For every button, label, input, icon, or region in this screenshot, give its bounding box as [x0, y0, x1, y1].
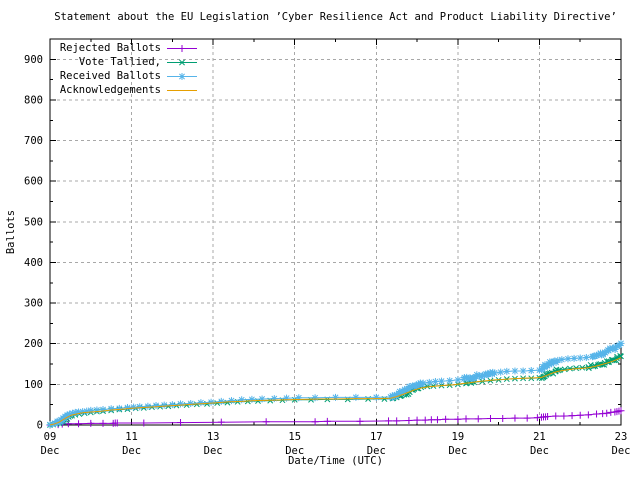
svg-text:09: 09 [44, 431, 57, 443]
legend-sample-line-cross [167, 59, 197, 65]
svg-text:Dec: Dec [204, 445, 223, 457]
svg-text:0: 0 [37, 420, 43, 432]
svg-text:17: 17 [370, 431, 383, 443]
svg-text:Dec: Dec [530, 445, 549, 457]
legend-sample-line-asterisk [167, 72, 197, 80]
svg-text:15: 15 [288, 431, 301, 443]
svg-text:19: 19 [452, 431, 465, 443]
svg-text:800: 800 [24, 94, 43, 106]
svg-text:Dec: Dec [122, 445, 141, 457]
svg-text:500: 500 [24, 216, 43, 228]
legend: Rejected Ballots Vote Tallied, Received Ba… [55, 41, 198, 97]
svg-text:11: 11 [125, 431, 138, 443]
legend-label: Acknowledgements [59, 84, 161, 96]
svg-text:13: 13 [207, 431, 220, 443]
svg-text:Dec: Dec [285, 445, 304, 457]
svg-text:23: 23 [615, 431, 628, 443]
tick-labels: 0 100 200 300 400 500 600 700 800 900 09 Dec 11 Dec 13… [24, 54, 630, 457]
legend-label: Vote Tallied, [78, 56, 161, 68]
legend-sample-line-plus [167, 44, 197, 52]
svg-text:Dec: Dec [41, 445, 60, 457]
legend-item-received-ballots: Received Ballots [55, 69, 198, 83]
y-axis-label: Ballots [5, 209, 17, 255]
svg-text:400: 400 [24, 257, 43, 269]
x-axis-label: Date/Time (UTC) [288, 455, 383, 467]
legend-label: Rejected Ballots [59, 42, 161, 54]
svg-text:300: 300 [24, 298, 43, 310]
legend-item-vote-tallied: Vote Tallied, [55, 55, 198, 69]
svg-text:600: 600 [24, 176, 43, 188]
series-received-ballots [46, 339, 625, 429]
svg-text:Dec: Dec [612, 445, 631, 457]
chart-title: Statement about the EU Legislation ’Cybe… [54, 11, 617, 23]
svg-text:100: 100 [24, 379, 43, 391]
svg-text:Dec: Dec [367, 445, 386, 457]
svg-text:700: 700 [24, 135, 43, 147]
legend-label: Received Ballots [59, 70, 161, 82]
series-acknowledgements [49, 357, 622, 426]
svg-text:900: 900 [24, 54, 43, 66]
gridlines [51, 40, 620, 424]
svg-text:21: 21 [533, 431, 546, 443]
svg-text:Dec: Dec [448, 445, 467, 457]
svg-text:200: 200 [24, 338, 43, 350]
legend-sample-line-none [167, 89, 197, 91]
legend-item-rejected-ballots: Rejected Ballots [55, 41, 198, 55]
legend-item-acknowledgements: Acknowledgements [55, 83, 198, 97]
